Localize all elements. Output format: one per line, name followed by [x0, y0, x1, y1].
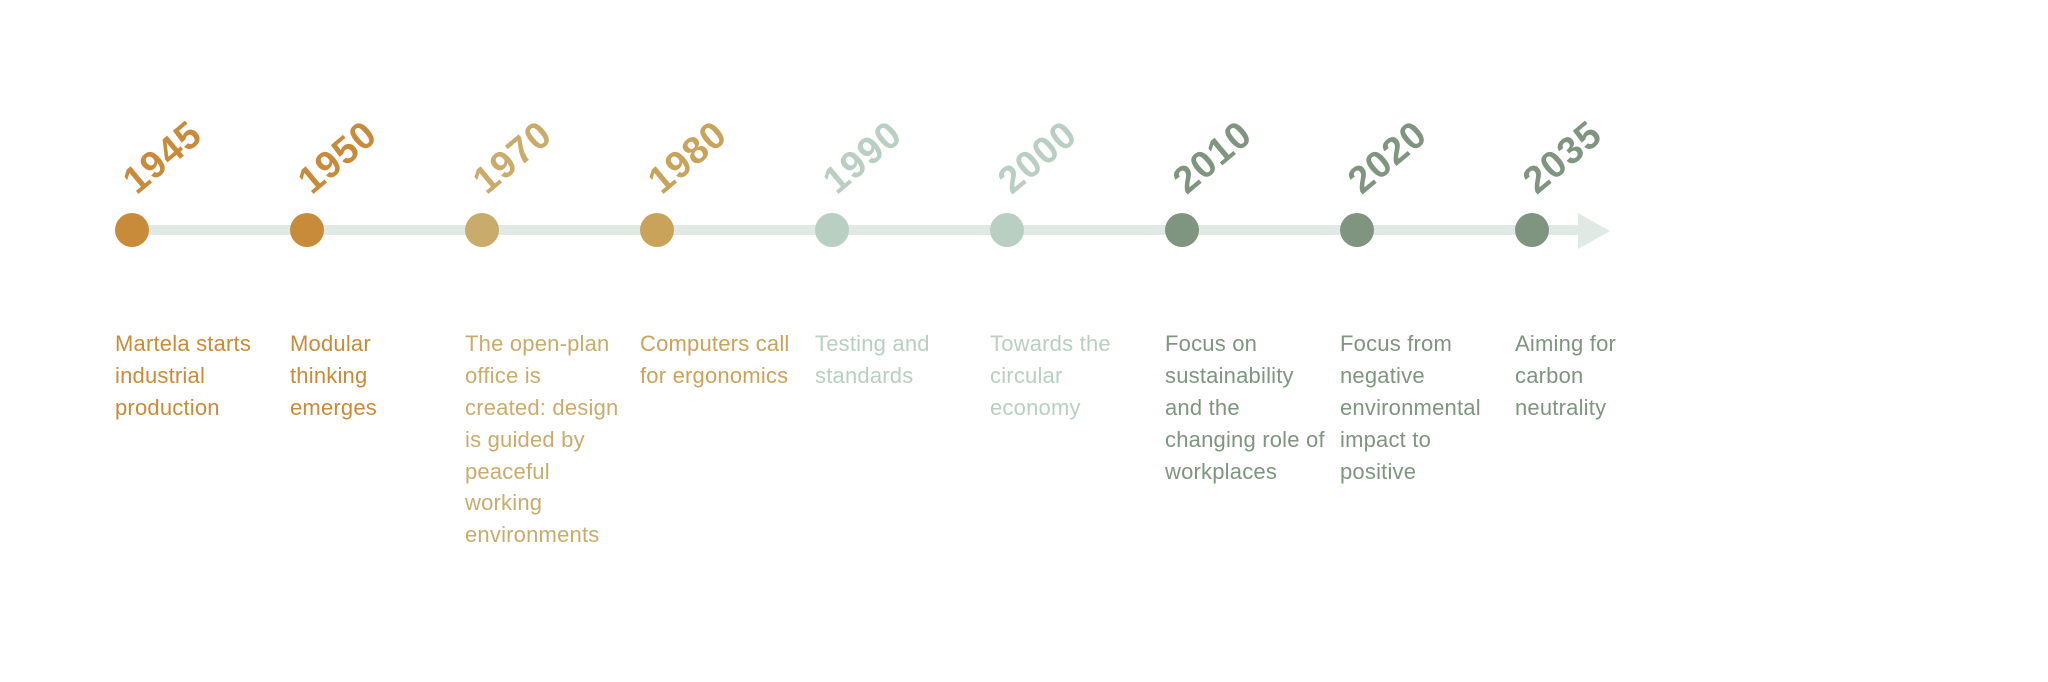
- milestone-dot-icon: [990, 213, 1024, 247]
- milestone-dot-icon: [115, 213, 149, 247]
- milestone-dot-icon: [465, 213, 499, 247]
- milestone-year: 2000: [990, 113, 1085, 203]
- milestone-description: Modular thinking emerges: [290, 328, 450, 424]
- milestone-year: 2035: [1515, 113, 1610, 203]
- milestone-year: 1950: [290, 113, 385, 203]
- milestone-dot-icon: [290, 213, 324, 247]
- milestone-description: Focus on sustainability and the changing…: [1165, 328, 1325, 487]
- milestone-dot-icon: [1515, 213, 1549, 247]
- milestone-description: The open-plan office is created: design …: [465, 328, 625, 551]
- milestone-year: 1945: [115, 113, 210, 203]
- milestone-description: Focus from negative environmental impact…: [1340, 328, 1500, 487]
- milestone-description: Computers call for ergonomics: [640, 328, 800, 392]
- milestone-dot-icon: [1340, 213, 1374, 247]
- milestone-dot-icon: [1165, 213, 1199, 247]
- milestone-description: Towards the circular economy: [990, 328, 1150, 424]
- milestone-description: Aiming for carbon neutrality: [1515, 328, 1675, 424]
- milestone-dot-icon: [640, 213, 674, 247]
- milestone-dot-icon: [815, 213, 849, 247]
- milestone-year: 2020: [1340, 113, 1435, 203]
- milestone-description: Martela starts industrial production: [115, 328, 275, 424]
- timeline-arrow-icon: [1578, 213, 1610, 249]
- milestone-year: 1990: [815, 113, 910, 203]
- milestone-year: 1980: [640, 113, 735, 203]
- milestone-year: 1970: [465, 113, 560, 203]
- milestone-year: 2010: [1165, 113, 1260, 203]
- milestone-description: Testing and standards: [815, 328, 975, 392]
- timeline: 1945 Martela starts industrial production…: [0, 0, 2048, 682]
